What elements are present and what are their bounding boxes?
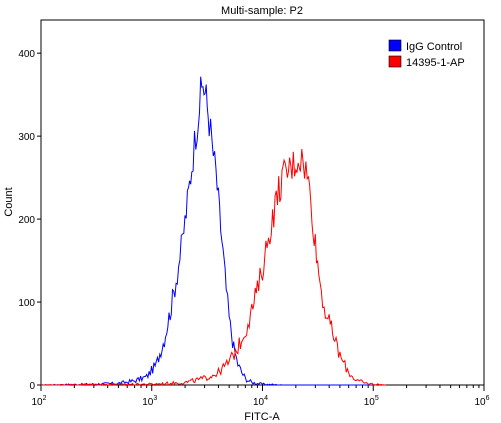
legend-swatch [388, 55, 402, 68]
x-tick-label: 104 [253, 395, 268, 408]
x-tick-exponent: 6 [486, 395, 490, 402]
x-tick-exponent: 2 [43, 395, 47, 402]
x-tick-base: 10 [31, 397, 43, 408]
y-tick-label: 0 [29, 381, 35, 392]
x-tick-base: 10 [253, 397, 265, 408]
x-axis-ticks: 102 103 104 105 106 [31, 385, 490, 408]
x-tick-base: 10 [364, 397, 376, 408]
x-tick-exponent: 5 [375, 395, 379, 402]
plot-frame [40, 19, 485, 386]
x-tick-label: 105 [364, 395, 379, 408]
x-tick-label: 102 [31, 395, 46, 408]
x-tick-base: 10 [474, 397, 486, 408]
chart-title: Multi-sample: P2 [221, 5, 303, 17]
y-tick-label: 200 [18, 215, 35, 226]
y-tick-label: 300 [18, 132, 35, 143]
series-layer [40, 76, 386, 386]
legend-swatch [388, 39, 402, 52]
y-tick-label: 100 [18, 298, 35, 309]
x-tick-exponent: 4 [264, 395, 268, 402]
x-tick-label: 106 [474, 395, 489, 408]
x-tick-exponent: 3 [153, 395, 157, 402]
y-tick-label: 400 [18, 49, 35, 60]
legend-label: 14395-1-AP [406, 57, 465, 69]
x-axis-label: FITC-A [244, 411, 280, 423]
x-tick-base: 10 [142, 397, 154, 408]
series-line-1 [41, 149, 386, 386]
x-tick-label: 103 [142, 395, 157, 408]
y-axis-ticks: 0 100 200 300 400 [18, 49, 41, 392]
y-axis-label: Count [3, 187, 15, 216]
legend-label: IgG Control [406, 41, 462, 53]
series-line-0 [40, 76, 374, 386]
legend: IgG Control 14395-1-AP [388, 39, 465, 69]
